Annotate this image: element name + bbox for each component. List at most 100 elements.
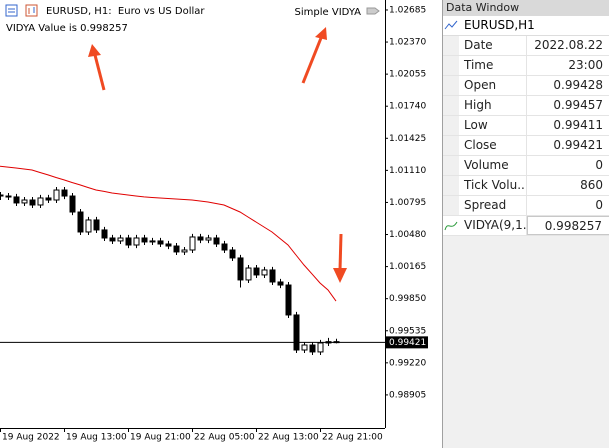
data-row: Spread 0 [443, 196, 609, 216]
candle-body [21, 199, 28, 204]
indicator-icon [366, 7, 380, 15]
candle-body [317, 342, 324, 353]
y-tick-label: 1.00480 [389, 230, 426, 240]
symbol: EURUSD,H1 [464, 18, 535, 32]
symbol-icons [5, 4, 38, 17]
candle-body [149, 240, 156, 243]
data-row: Volume 0 [443, 156, 609, 176]
row-gutter [443, 36, 459, 55]
y-tick-label: 1.00165 [389, 262, 426, 272]
candle-body [45, 197, 52, 201]
candle-body [85, 219, 92, 233]
row-value: 860 [580, 178, 603, 192]
row-label: Open [459, 76, 527, 95]
candle-body [213, 237, 220, 245]
candle-body [77, 211, 84, 233]
candle-body [237, 257, 244, 281]
row-label: Volume [459, 156, 527, 175]
candle-body [221, 243, 228, 251]
y-tick-label: 0.99220 [389, 358, 426, 368]
arrows [88, 27, 347, 283]
data-row: Time 23:00 [443, 56, 609, 76]
candle-body [229, 249, 236, 259]
x-tick-label: 19 Aug 13:00 [66, 433, 127, 443]
candle-body [181, 249, 188, 253]
row-gutter [443, 176, 459, 195]
row-label: Close [459, 136, 527, 155]
candle-body [69, 195, 76, 213]
row-value: 0.998257 [527, 216, 609, 235]
indicator-line [0, 165, 337, 302]
price-label-bg [386, 336, 428, 349]
data-row: High 0.99457 [443, 96, 609, 116]
chart: EURUSD, H1: Euro vs US Dollar VIDYA Valu… [0, 0, 428, 443]
x-tick-label: 22 Aug 21:00 [322, 433, 383, 443]
row-label: Date [459, 36, 527, 55]
candle-body [309, 344, 316, 353]
candle-body [109, 237, 116, 242]
row-gutter [443, 56, 459, 75]
candle-body [205, 237, 212, 241]
y-tick-label: 0.98905 [389, 390, 426, 400]
candle-body [37, 197, 44, 206]
row-gutter [443, 136, 459, 155]
row-value: 0 [595, 158, 603, 172]
candle-body [165, 243, 172, 247]
data-row: Open 0.99428 [443, 76, 609, 96]
data-window: Data Window EURUSD,H1 Date 2022.08.22 Time… [442, 0, 609, 448]
chart-title: EURUSD, H1: Euro vs US Dollar [46, 6, 205, 17]
candle-body [277, 281, 284, 286]
candle-body [93, 219, 100, 231]
y-tick-label: 1.02685 [389, 5, 426, 15]
row-label: High [459, 96, 527, 115]
candle-body [285, 284, 292, 316]
y-tick-label: 1.01740 [389, 102, 426, 112]
row-gutter [443, 196, 459, 215]
candle-body [13, 196, 20, 204]
candle-body [125, 237, 132, 246]
y-tick-label: 1.02055 [389, 70, 426, 80]
indicator-row[interactable]: VIDYA(9,1... 0.998257 [443, 216, 609, 236]
candle-body [197, 236, 204, 241]
y-tick-label: 1.00795 [389, 198, 426, 208]
row-label: Tick Volu... [459, 176, 527, 195]
x-tick-label: 19 Aug 2022 [2, 433, 60, 443]
candle-body [0, 194, 4, 197]
candle-body [5, 195, 12, 198]
row-value: 2022.08.22 [534, 38, 603, 52]
y-tick-label: 1.01110 [389, 166, 426, 176]
candle-body [293, 314, 300, 351]
symbol-icon [443, 16, 459, 35]
annotation: VIDYA Value is 0.998257 [6, 23, 128, 34]
rows: Date 2022.08.22 Time 23:00 Open 0.99428 High 0.… [443, 36, 609, 216]
row-value: 0.99421 [553, 138, 603, 152]
row-label: VIDYA(9,1... [459, 216, 527, 235]
candle-body [189, 236, 196, 251]
candle-body [141, 237, 148, 243]
candle-body [157, 240, 164, 245]
row-value: 0.99428 [553, 78, 603, 92]
x-tick-label: 22 Aug 13:00 [258, 433, 319, 443]
row-value: 0.99457 [553, 98, 603, 112]
y-tick-label: 0.99535 [389, 326, 426, 336]
candle-body [253, 267, 260, 276]
row-gutter [443, 76, 459, 95]
row-value: 0 [595, 198, 603, 212]
row-value: 23:00 [568, 58, 603, 72]
row-gutter [443, 96, 459, 115]
candle-body [53, 189, 60, 201]
indicator-name: Simple VIDYA [295, 7, 362, 18]
candle-body [261, 269, 268, 276]
data-window-title: Data Window [443, 0, 609, 16]
candle-body [173, 245, 180, 253]
candle-body [301, 344, 308, 351]
row-label: Spread [459, 196, 527, 215]
candle-body [117, 237, 124, 242]
indicator-icon [443, 216, 459, 235]
candle-body [61, 189, 68, 197]
candle-body [245, 267, 252, 281]
y-tick-label: 1.01425 [389, 134, 426, 144]
row-gutter [443, 116, 459, 135]
row-label: Time [459, 56, 527, 75]
